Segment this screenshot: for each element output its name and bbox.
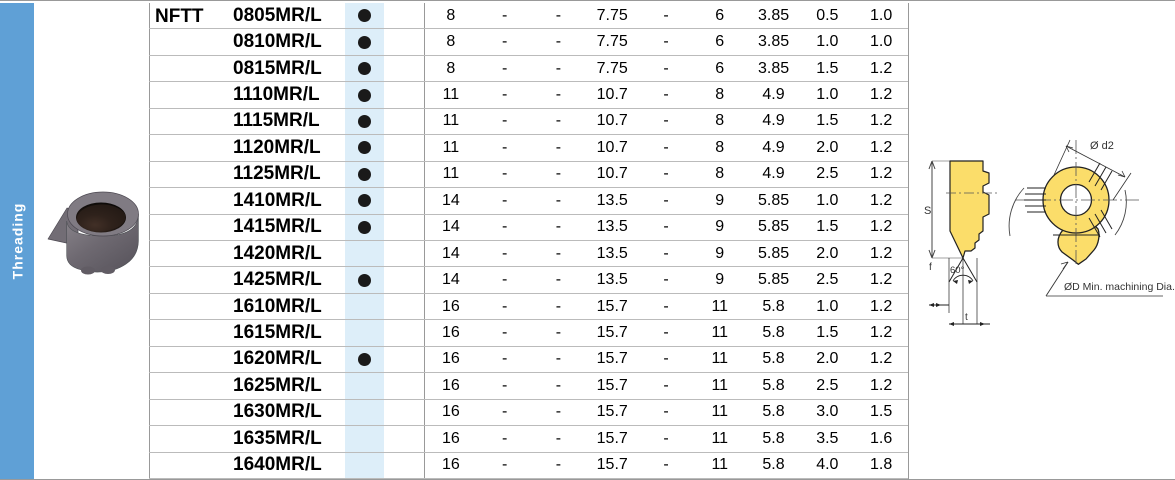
svg-text:Ø d2: Ø d2 <box>1090 140 1114 152</box>
svg-text:60°: 60° <box>950 265 965 276</box>
svg-text:ØD Min. machining Dia.: ØD Min. machining Dia. <box>1064 281 1175 293</box>
svg-text:S: S <box>924 205 931 217</box>
svg-text:t: t <box>965 312 968 323</box>
svg-text:f: f <box>929 262 932 273</box>
